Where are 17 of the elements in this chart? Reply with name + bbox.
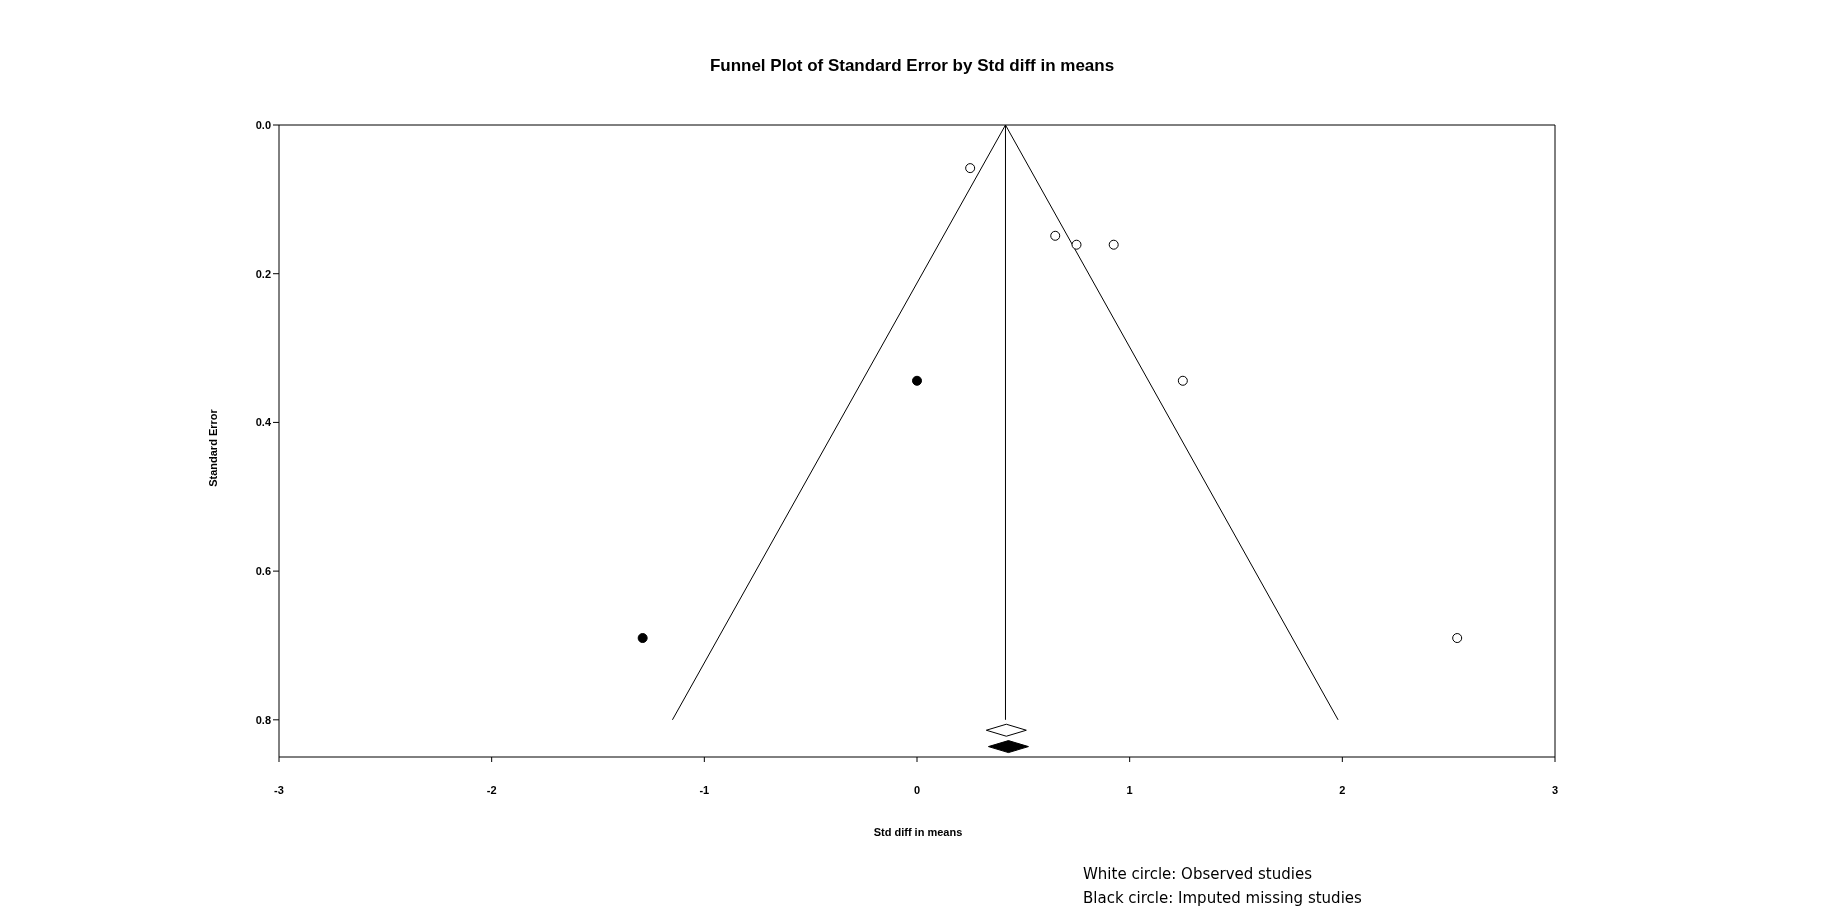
text: White circle: Observed studies: [1083, 865, 1312, 883]
x-tick-label: 2: [1339, 783, 1346, 796]
chart-title: Funnel Plot of Standard Error by Std diff in means: [708, 56, 1116, 76]
y-tick-label: 0.2: [255, 267, 271, 280]
x-tick-label: -1: [699, 783, 710, 796]
x-tick-label: 3: [1551, 783, 1559, 796]
y-tick-label: 0.4: [255, 416, 272, 429]
y-tick-label: 0.6: [255, 565, 271, 578]
y-tick-label: 0.0: [255, 118, 271, 131]
x-axis-title: Std diff in means: [873, 826, 963, 838]
x-tick-label: -2: [486, 783, 497, 796]
text: Black circle: Imputed missing studies: [1083, 889, 1362, 907]
x-tick-label: 1: [1126, 783, 1133, 796]
x-tick-label: 0: [913, 783, 921, 796]
y-axis-title: Standard Error: [207, 409, 219, 487]
y-tick-label: 0.8: [255, 713, 271, 726]
x-tick-label: -3: [274, 783, 284, 796]
